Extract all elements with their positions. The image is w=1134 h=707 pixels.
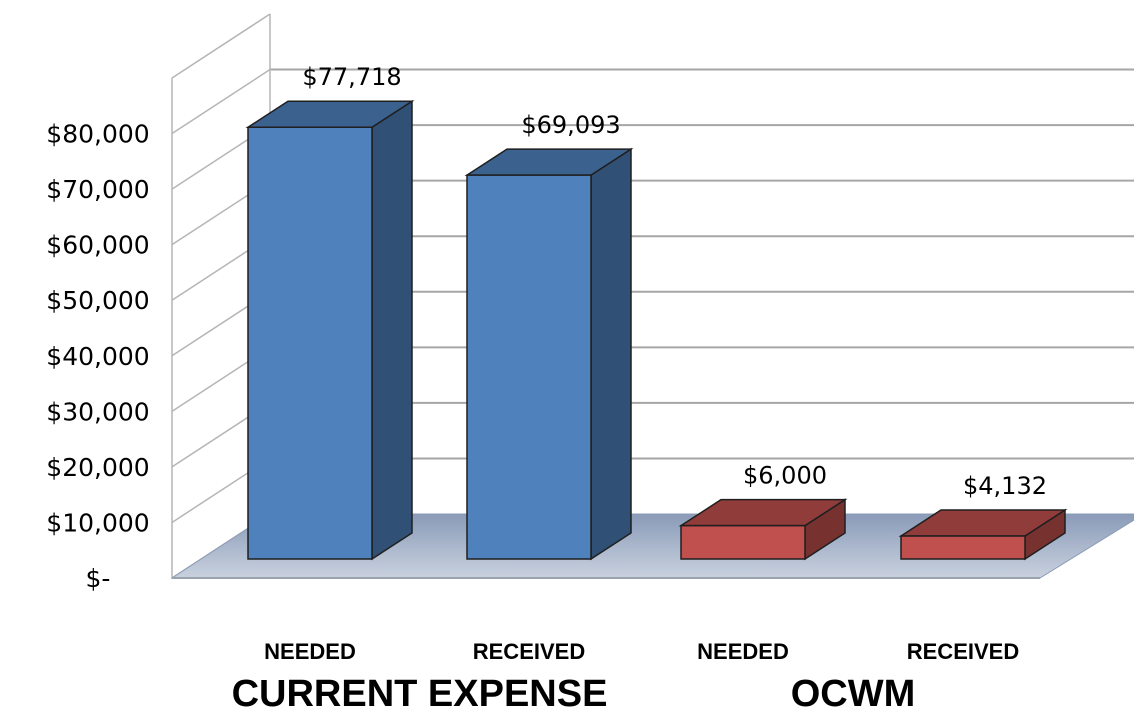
bar-front (466, 174, 592, 560)
bars (245, 99, 1068, 561)
group-label: OCWM (791, 673, 916, 707)
data-label: $6,000 (743, 462, 827, 490)
bar-front (900, 535, 1026, 560)
side-gridline (171, 68, 271, 135)
category-label: NEEDED (697, 639, 789, 664)
y-tick-label: $30,000 (46, 397, 149, 426)
data-labels: $77,718 $69,093 $6,000 $4,132 (302, 63, 1047, 500)
bar (245, 99, 415, 561)
bar-front (247, 126, 373, 560)
bar-side (590, 147, 632, 561)
data-label: $4,132 (963, 472, 1047, 500)
bar (464, 147, 634, 561)
y-tick-label: $10,000 (46, 508, 149, 537)
bar-front (680, 524, 806, 560)
bar (678, 498, 848, 561)
y-tick-label: $40,000 (46, 342, 149, 371)
bar (898, 508, 1068, 561)
data-label: $77,718 (302, 63, 401, 91)
y-tick-label: $60,000 (46, 231, 149, 260)
category-label: RECEIVED (907, 639, 1019, 664)
y-tick-label: $70,000 (46, 175, 149, 204)
category-label: RECEIVED (473, 639, 585, 664)
y-tick-label: $- (86, 564, 111, 593)
y-tick-label: $80,000 (46, 120, 149, 149)
y-tick-label: $50,000 (46, 286, 149, 315)
side-gridline (171, 13, 271, 79)
y-axis-ticks: $- $10,000 $20,000 $30,000 $40,000 $50,000 $60… (46, 120, 149, 593)
x-axis-groups: CURRENT EXPENSE OCWM (232, 673, 916, 707)
y-tick-label: $20,000 (46, 453, 149, 482)
category-label: NEEDED (264, 639, 356, 664)
data-label: $69,093 (521, 111, 620, 139)
group-label: CURRENT EXPENSE (232, 673, 608, 707)
bar-side (371, 99, 413, 561)
x-axis-categories: NEEDED RECEIVED NEEDED RECEIVED (264, 639, 1019, 664)
